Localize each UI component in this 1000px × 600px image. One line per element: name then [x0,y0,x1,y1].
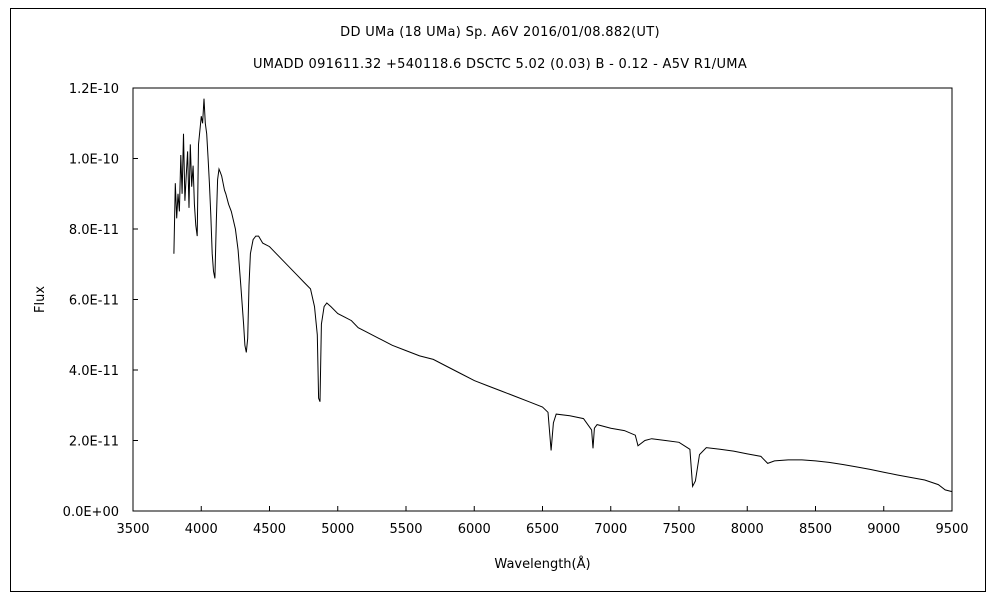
spectrum-series-line [173,98,953,493]
x-tick-label: 4000 [185,522,218,537]
chart-title: DD UMa (18 UMa) Sp. A6V 2016/01/08.882(U… [340,25,660,40]
x-tick-label: 5000 [321,522,354,537]
x-tick-label: 7000 [594,522,627,537]
x-tick-label: 3500 [116,522,149,537]
y-tick-label: 2.0E-11 [69,435,119,450]
x-tick-label: 8000 [731,522,764,537]
x-axis: 3500 4000 4500 5000 5500 6000 6500 7000 7500 8000… [116,506,969,537]
y-tick-label: 4.0E-11 [69,364,119,379]
y-tick-label: 1.0E-10 [69,153,119,168]
chart-frame [10,8,986,592]
x-axis-label: Wavelength(Å) [494,556,590,572]
y-tick-label: 0.0E+00 [63,505,119,520]
x-tick-label: 6500 [526,522,559,537]
x-tick-label: 4500 [253,522,286,537]
x-tick-label: 7500 [662,522,695,537]
y-tick-label: 6.0E-11 [69,294,119,309]
x-tick-label: 9500 [935,522,968,537]
x-tick-label: 5500 [389,522,422,537]
y-axis: 0.0E+00 2.0E-11 4.0E-11 6.0E-11 8.0E-11 1.0E-… [63,82,138,520]
chart-subtitle: UMADD 091611.32 +540118.6 DSCTC 5.02 (0.… [252,57,748,72]
y-tick-label: 8.0E-11 [69,223,119,238]
plot-area [132,87,953,512]
x-tick-label: 9000 [867,522,900,537]
x-tick-label: 6000 [458,522,491,537]
y-axis-label: Flux [33,286,48,313]
y-tick-label: 1.2E-10 [69,82,119,97]
x-tick-label: 8500 [799,522,832,537]
